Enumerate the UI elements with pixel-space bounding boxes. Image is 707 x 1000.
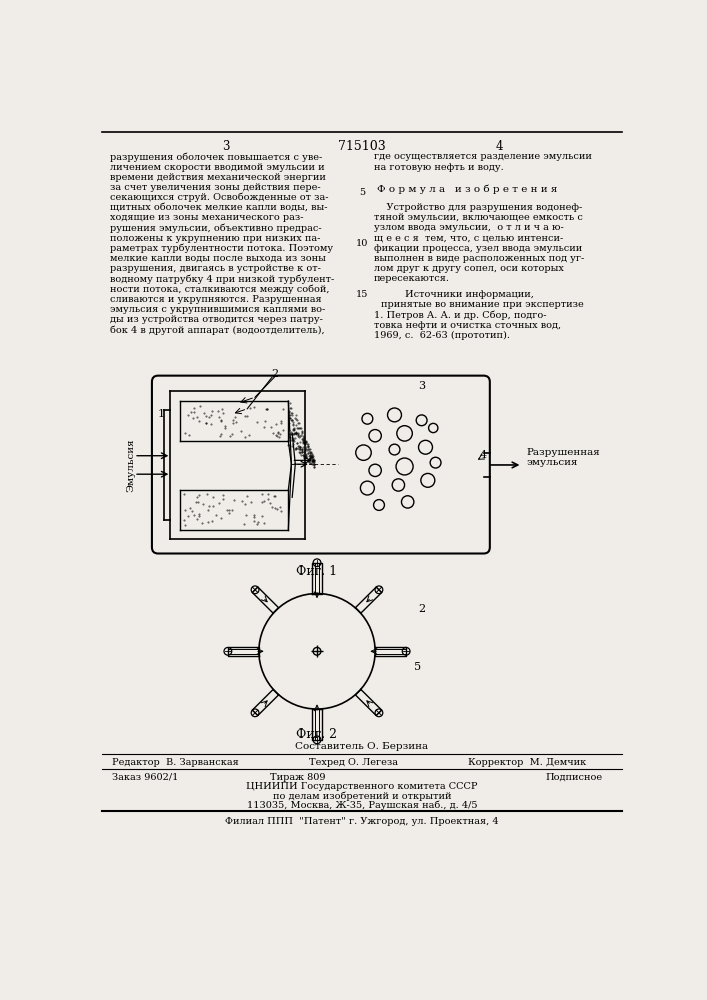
- Text: секающихся струй. Освобожденные от за-: секающихся струй. Освобожденные от за-: [110, 193, 329, 202]
- Text: Фиг. 2: Фиг. 2: [296, 728, 337, 741]
- Text: разрушения оболочек повышается с уве-: разрушения оболочек повышается с уве-: [110, 152, 322, 162]
- Text: выполнен в виде расположенных под уг-: выполнен в виде расположенных под уг-: [373, 254, 584, 263]
- Text: принятые во внимание при экспертизе: принятые во внимание при экспертизе: [381, 300, 584, 309]
- Text: Устройство для разрушения водонеф-: Устройство для разрушения водонеф-: [373, 203, 582, 212]
- Text: 1969, с.  62-63 (прототип).: 1969, с. 62-63 (прототип).: [373, 331, 510, 340]
- Text: Заказ 9602/1: Заказ 9602/1: [112, 773, 178, 782]
- Text: 715103: 715103: [338, 140, 386, 153]
- Text: водному патрубку 4 при низкой турбулент-: водному патрубку 4 при низкой турбулент-: [110, 274, 334, 284]
- Text: за счет увеличения зоны действия пере-: за счет увеличения зоны действия пере-: [110, 183, 321, 192]
- Text: 4: 4: [480, 450, 487, 460]
- Text: Ф о р м у л а   и з о б р е т е н и я: Ф о р м у л а и з о б р е т е н и я: [378, 185, 558, 194]
- Text: мелкие капли воды после выхода из зоны: мелкие капли воды после выхода из зоны: [110, 254, 326, 263]
- Text: Составитель О. Берзина: Составитель О. Берзина: [296, 742, 428, 751]
- Text: тяной эмульсии, включающее емкость с: тяной эмульсии, включающее емкость с: [373, 213, 583, 222]
- Text: ходящие из зоны механического раз-: ходящие из зоны механического раз-: [110, 213, 303, 222]
- Text: где осуществляется разделение эмульсии: где осуществляется разделение эмульсии: [373, 152, 592, 161]
- Text: Тираж 809: Тираж 809: [270, 773, 325, 782]
- Text: товка нефти и очистка сточных вод,: товка нефти и очистка сточных вод,: [373, 321, 561, 330]
- Text: 5: 5: [414, 662, 421, 672]
- Text: 2: 2: [418, 604, 425, 614]
- Text: 113035, Москва, Ж-35, Раушская наб., д. 4/5: 113035, Москва, Ж-35, Раушская наб., д. …: [247, 801, 477, 810]
- Text: Источники информации,: Источники информации,: [404, 290, 534, 299]
- Text: 2: 2: [271, 369, 278, 379]
- Text: сливаются и укрупняются. Разрушенная: сливаются и укрупняются. Разрушенная: [110, 295, 322, 304]
- Text: щ е е с я  тем, что, с целью интенси-: щ е е с я тем, что, с целью интенси-: [373, 234, 563, 243]
- Text: Филиал ППП  "Патент" г. Ужгород, ул. Проектная, 4: Филиал ППП "Патент" г. Ужгород, ул. Прое…: [225, 817, 498, 826]
- Text: Эмульсия: Эмульсия: [127, 438, 136, 492]
- Text: 1. Петров А. А. и др. Сбор, подго-: 1. Петров А. А. и др. Сбор, подго-: [373, 311, 546, 320]
- Text: времени действия механической энергии: времени действия механической энергии: [110, 173, 326, 182]
- Text: бок 4 в другой аппарат (водоотделитель),: бок 4 в другой аппарат (водоотделитель),: [110, 325, 325, 335]
- Text: ности потока, сталкиваются между собой,: ности потока, сталкиваются между собой,: [110, 284, 329, 294]
- Text: лом друг к другу сопел, оси которых: лом друг к другу сопел, оси которых: [373, 264, 563, 273]
- Text: пересекаются.: пересекаются.: [373, 274, 450, 283]
- Text: раметрах турбулентности потока. Поэтому: раметрах турбулентности потока. Поэтому: [110, 244, 333, 253]
- Text: щитных оболочек мелкие капли воды, вы-: щитных оболочек мелкие капли воды, вы-: [110, 203, 327, 212]
- Text: на готовую нефть и воду.: на готовую нефть и воду.: [373, 163, 503, 172]
- Text: положены к укрупнению при низких па-: положены к укрупнению при низких па-: [110, 234, 320, 243]
- Text: Подписное: Подписное: [546, 773, 603, 782]
- Text: Фиг. 1: Фиг. 1: [296, 565, 337, 578]
- Text: ды из устройства отводится через патру-: ды из устройства отводится через патру-: [110, 315, 323, 324]
- Text: разрушения, двигаясь в устройстве к от-: разрушения, двигаясь в устройстве к от-: [110, 264, 321, 273]
- Text: 3: 3: [222, 140, 229, 153]
- Text: Редактор  В. Зарванская: Редактор В. Зарванская: [112, 758, 238, 767]
- Text: 15: 15: [356, 290, 368, 299]
- Text: 1: 1: [158, 409, 165, 419]
- Text: 5: 5: [359, 188, 365, 197]
- Text: Техред О. Легеза: Техред О. Легеза: [309, 758, 398, 767]
- Text: 3: 3: [418, 381, 425, 391]
- Text: 10: 10: [356, 239, 368, 248]
- Text: Разрушенная
эмульсия: Разрушенная эмульсия: [526, 448, 600, 467]
- Text: 4: 4: [496, 140, 503, 153]
- Text: ЦНИИПИ Государственного комитета СССР: ЦНИИПИ Государственного комитета СССР: [246, 782, 478, 791]
- Text: эмульсия с укрупнившимися каплями во-: эмульсия с укрупнившимися каплями во-: [110, 305, 325, 314]
- Text: Корректор  М. Демчик: Корректор М. Демчик: [468, 758, 586, 767]
- Text: рушения эмульсии, объективно предрас-: рушения эмульсии, объективно предрас-: [110, 223, 322, 233]
- Text: узлом ввода эмульсии,  о т л и ч а ю-: узлом ввода эмульсии, о т л и ч а ю-: [373, 223, 563, 232]
- Text: личением скорости вводимой эмульсии и: личением скорости вводимой эмульсии и: [110, 163, 325, 172]
- Text: по делам изобретений и открытий: по делам изобретений и открытий: [273, 791, 451, 801]
- Text: фикации процесса, узел ввода эмульсии: фикации процесса, узел ввода эмульсии: [373, 244, 582, 253]
